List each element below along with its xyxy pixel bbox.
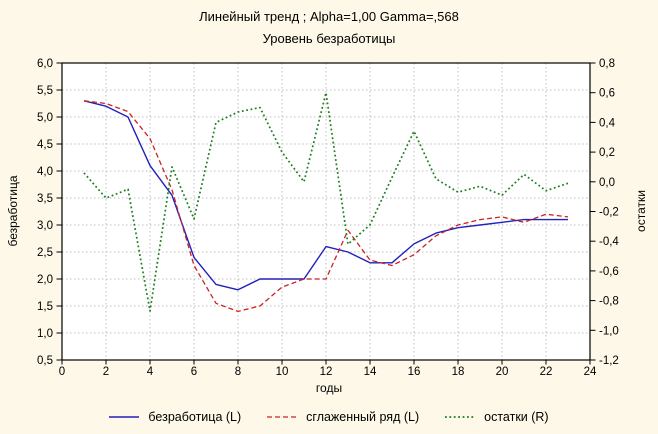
right-tick-label: -1,0 xyxy=(599,325,619,337)
x-tick-label: 14 xyxy=(364,366,377,378)
right-tick-label: 0,0 xyxy=(599,177,615,189)
x-tick-label: 24 xyxy=(584,366,597,378)
left-tick-label: 1,5 xyxy=(37,301,53,313)
legend-item-1: сглаженный ряд (L) xyxy=(267,410,419,424)
x-axis-title: годы xyxy=(315,381,343,395)
legend-item-0: безработица (L) xyxy=(109,410,241,424)
x-tick-label: 10 xyxy=(276,366,289,378)
left-tick-label: 4,0 xyxy=(37,166,53,178)
legend: безработица (L) сглаженный ряд (L) остатки… xyxy=(0,406,658,428)
legend-swatch-dotted xyxy=(445,416,476,418)
left-tick-label: 0,5 xyxy=(37,355,53,367)
legend-label: сглаженный ряд (L) xyxy=(306,410,420,424)
left-tick-label: 2,0 xyxy=(37,274,53,286)
right-tick-label: -0,2 xyxy=(599,207,619,219)
left-tick-label: 1,0 xyxy=(37,328,53,340)
legend-swatch-dashed xyxy=(267,416,298,418)
left-tick-label: 3,5 xyxy=(37,193,53,205)
left-axis-title: безработица xyxy=(6,175,20,247)
x-tick-label: 18 xyxy=(452,366,465,378)
right-tick-label: -0,6 xyxy=(599,266,619,278)
x-tick-label: 12 xyxy=(320,366,333,378)
right-axis-title: остатки xyxy=(634,190,648,232)
left-tick-label: 6,0 xyxy=(37,58,53,70)
x-tick-label: 6 xyxy=(191,366,197,378)
x-tick-label: 2 xyxy=(103,366,109,378)
title-block: Линейный тренд ; Alpha=1,00 Gamma=,568 У… xyxy=(0,6,658,50)
legend-label: остатки (R) xyxy=(484,410,549,424)
right-tick-label: -0,4 xyxy=(599,236,619,248)
x-tick-label: 22 xyxy=(540,366,553,378)
legend-swatch-solid xyxy=(109,416,140,418)
x-tick-label: 8 xyxy=(235,366,241,378)
series-line-1 xyxy=(83,100,569,313)
x-tick-label: 0 xyxy=(59,366,65,378)
left-tick-label: 2,5 xyxy=(37,247,53,259)
right-tick-label: 0,8 xyxy=(599,58,615,70)
right-tick-label: 0,4 xyxy=(599,117,616,129)
right-tick-label: 0,6 xyxy=(599,88,615,100)
right-tick-label: -0,8 xyxy=(599,296,619,308)
x-tick-label: 16 xyxy=(408,366,421,378)
right-tick-label: 0,2 xyxy=(599,147,615,159)
left-tick-label: 5,5 xyxy=(37,85,53,97)
left-tick-label: 4,5 xyxy=(37,139,53,151)
series-line-2 xyxy=(83,91,569,312)
left-tick-label: 3,0 xyxy=(37,220,53,232)
plot-frame xyxy=(61,62,591,361)
series-line-0 xyxy=(83,100,568,291)
legend-item-2: остатки (R) xyxy=(445,410,549,424)
x-tick-label: 4 xyxy=(147,366,154,378)
left-tick-label: 5,0 xyxy=(37,112,53,124)
chart-subtitle: Уровень безработицы xyxy=(262,31,396,46)
chart-title: Линейный тренд ; Alpha=1,00 Gamma=,568 xyxy=(199,9,459,24)
x-tick-label: 20 xyxy=(496,366,509,378)
legend-label: безработица (L) xyxy=(148,410,242,424)
right-tick-label: -1,2 xyxy=(599,355,619,367)
